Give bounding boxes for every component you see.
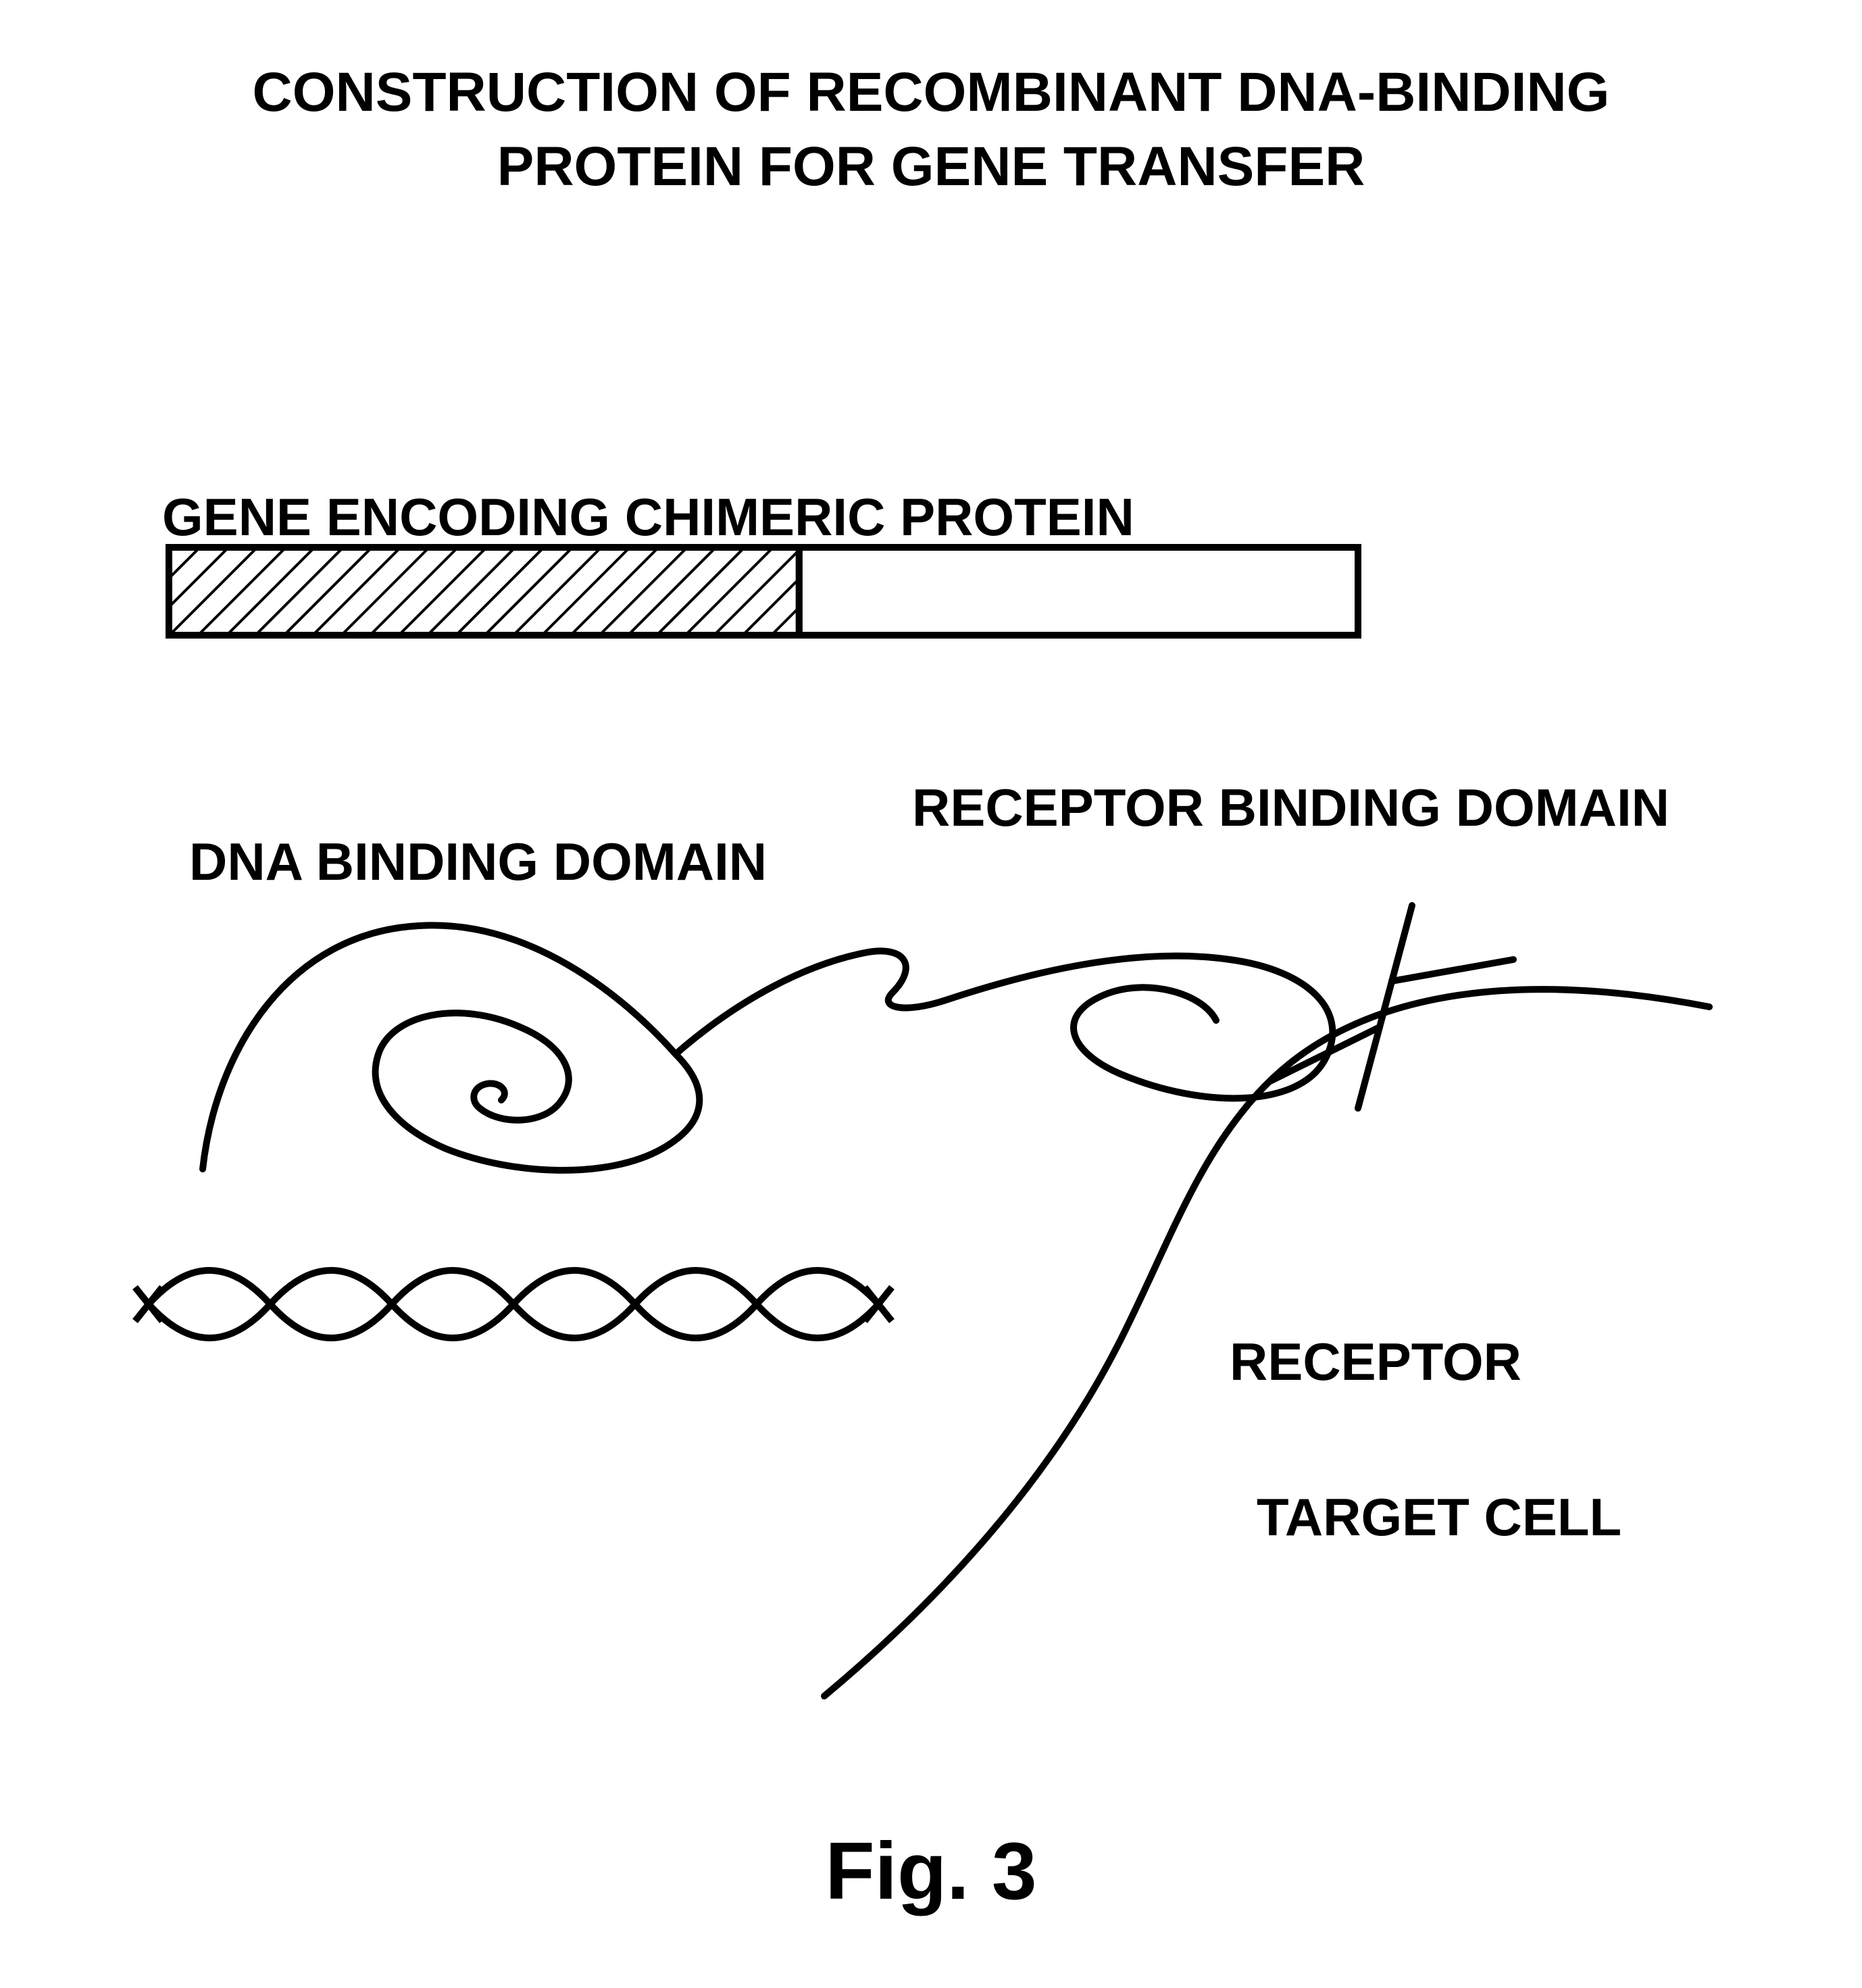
diagram-canvas: CONSTRUCTION OF RECOMBINANT DNA-BINDING … [0, 0, 1862, 1988]
diagram-svg [0, 0, 1862, 1988]
